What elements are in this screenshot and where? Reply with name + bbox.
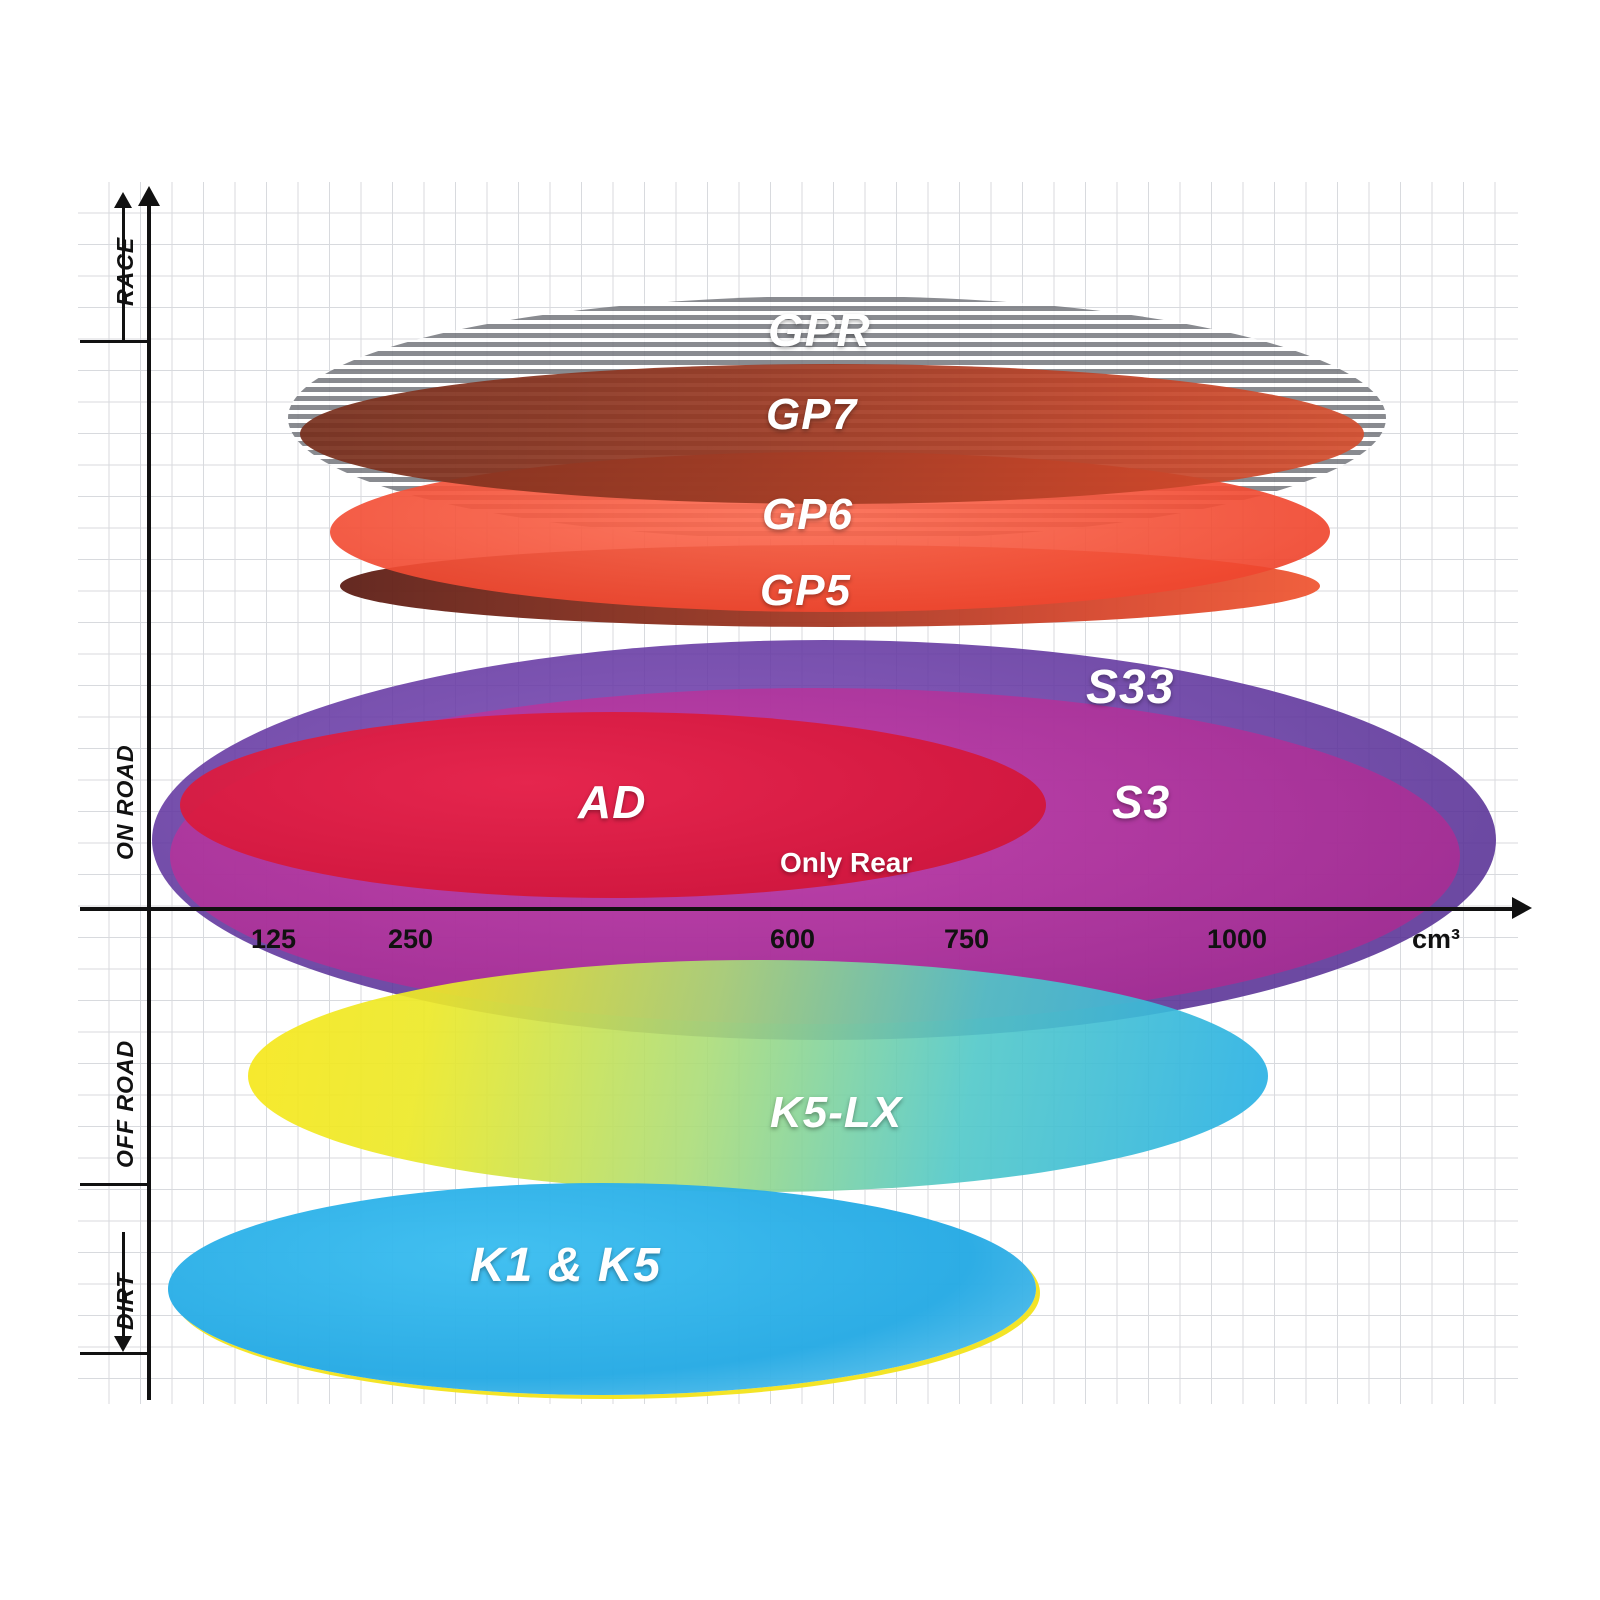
x-tick-750: 750 bbox=[944, 924, 990, 954]
label-gpr: GPR bbox=[768, 304, 871, 356]
label-gp6: GP6 bbox=[762, 490, 854, 539]
x-tick-600: 600 bbox=[770, 924, 816, 954]
category-label-on-road: ON ROAD bbox=[112, 744, 138, 860]
x-axis-unit-label: cm³ bbox=[1412, 924, 1461, 954]
race-bracket-arrow-icon bbox=[114, 192, 132, 208]
category-label-race: RACE bbox=[112, 236, 138, 306]
dirt-bracket-arrow-icon bbox=[114, 1336, 132, 1352]
ellipse-k5lx bbox=[248, 960, 1268, 1192]
x-tick-125: 125 bbox=[251, 924, 297, 954]
ellipse-gp7 bbox=[300, 364, 1364, 504]
x-tick-1000: 1000 bbox=[1207, 924, 1268, 954]
category-label-dirt: DIRT bbox=[112, 1272, 138, 1330]
label-k5lx: K5-LX bbox=[770, 1088, 903, 1137]
ellipse-ad bbox=[180, 712, 1046, 898]
label-gp7: GP7 bbox=[766, 390, 858, 439]
category-rule-race-onroad bbox=[80, 340, 148, 343]
label-ad: AD bbox=[578, 776, 647, 828]
ellipse-k1-k5 bbox=[168, 1183, 1036, 1395]
category-rule-dirt-bottom bbox=[80, 1352, 148, 1355]
x-tick-250: 250 bbox=[388, 924, 434, 954]
race-bracket-line bbox=[122, 206, 125, 340]
label-only-rear: Only Rear bbox=[780, 847, 913, 878]
dirt-bracket-line bbox=[122, 1232, 125, 1342]
category-rule-onroad-offroad bbox=[80, 907, 148, 910]
category-rule-offroad-dirt bbox=[80, 1183, 148, 1186]
y-axis-arrow-icon bbox=[138, 186, 160, 206]
label-s33: S33 bbox=[1086, 661, 1175, 714]
x-axis bbox=[80, 907, 1520, 911]
label-k1-k5: K1 & K5 bbox=[470, 1239, 662, 1292]
category-label-off-road: OFF ROAD bbox=[112, 1039, 138, 1168]
y-axis bbox=[147, 200, 151, 1400]
label-gp5: GP5 bbox=[760, 566, 852, 615]
x-axis-arrow-icon bbox=[1512, 897, 1532, 919]
label-s3: S3 bbox=[1112, 776, 1171, 828]
